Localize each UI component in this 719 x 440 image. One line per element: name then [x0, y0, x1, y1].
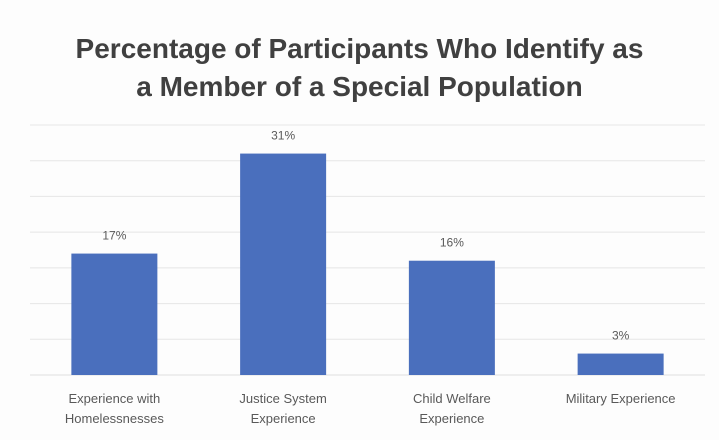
bar	[577, 353, 664, 375]
category-label: Experience	[251, 411, 316, 426]
chart-title-line-2: a Member of a Special Population	[136, 71, 583, 102]
bar	[408, 260, 495, 375]
data-label: 16%	[440, 236, 464, 250]
category-label: Homelessnesses	[65, 411, 164, 426]
chart-title-line-1: Percentage of Participants Who Identify …	[75, 33, 644, 64]
category-label: Experience	[419, 411, 484, 426]
bar	[240, 153, 327, 375]
category-label: Military Experience	[566, 391, 676, 406]
data-label: 17%	[102, 229, 126, 243]
data-label: 3%	[612, 329, 630, 343]
category-label: Child Welfare	[413, 391, 491, 406]
category-label: Justice System	[239, 391, 326, 406]
chart-title: Percentage of Participants Who Identify …	[0, 30, 719, 106]
bar	[71, 253, 158, 375]
data-label: 31%	[271, 129, 295, 143]
category-label: Experience with	[68, 391, 160, 406]
